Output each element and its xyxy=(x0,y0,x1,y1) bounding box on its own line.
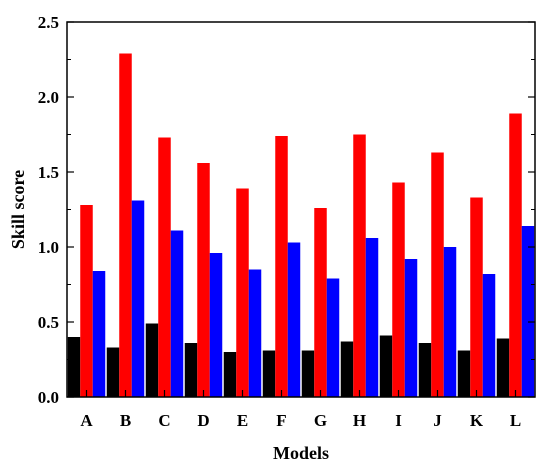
bar-B-series-3 xyxy=(131,200,145,397)
x-axis-ticks: A B C D E F G H I J K L xyxy=(80,390,521,430)
x-tick-label-G: G xyxy=(314,411,327,430)
bar-E-series-3 xyxy=(248,269,262,397)
bar-A-series-3 xyxy=(92,271,106,397)
x-tick-label-K: K xyxy=(470,411,484,430)
bar-A-series-2 xyxy=(80,205,93,397)
bar-L-series-3 xyxy=(521,226,535,397)
x-tick-label-I: I xyxy=(395,411,402,430)
bar-D-series-1 xyxy=(184,343,198,397)
bar-K-series-3 xyxy=(482,274,496,397)
bar-C-series-3 xyxy=(170,230,184,397)
bar-L-series-2 xyxy=(509,113,522,397)
y-tick-label: 1.0 xyxy=(38,238,59,257)
x-tick-label-H: H xyxy=(353,411,366,430)
bar-F-series-2 xyxy=(275,136,288,397)
x-tick-label-B: B xyxy=(120,411,131,430)
bar-H-series-2 xyxy=(353,134,366,397)
bar-B-series-1 xyxy=(106,347,120,397)
bar-G-series-2 xyxy=(314,208,327,397)
x-tick-label-J: J xyxy=(433,411,442,430)
bar-G-series-1 xyxy=(301,350,315,397)
x-axis-title: Models xyxy=(273,443,329,463)
bar-F-series-3 xyxy=(287,242,301,397)
bar-E-series-2 xyxy=(236,188,249,397)
bar-J-series-2 xyxy=(431,152,444,397)
x-tick-label-F: F xyxy=(276,411,286,430)
bar-C-series-1 xyxy=(145,323,159,397)
bar-H-series-1 xyxy=(340,341,354,397)
bar-I-series-1 xyxy=(379,335,393,397)
bar-I-series-3 xyxy=(404,259,418,397)
bar-C-series-2 xyxy=(158,137,171,397)
bar-F-series-1 xyxy=(262,350,276,397)
bar-I-series-2 xyxy=(392,182,405,397)
x-tick-label-E: E xyxy=(237,411,248,430)
y-tick-label: 0.0 xyxy=(38,388,59,407)
bar-K-series-2 xyxy=(470,197,483,397)
bar-D-series-2 xyxy=(197,163,210,397)
y-axis-ticks: 0.0 0.5 1.0 1.5 2.0 2.5 xyxy=(38,13,535,407)
y-tick-label: 2.5 xyxy=(38,13,59,32)
bar-L-series-1 xyxy=(496,338,510,397)
y-axis-title: Skill score xyxy=(8,170,28,249)
bar-B-series-2 xyxy=(119,53,132,397)
y-tick-label: 2.0 xyxy=(38,88,59,107)
bar-H-series-3 xyxy=(365,238,379,397)
x-tick-label-D: D xyxy=(197,411,209,430)
bar-K-series-1 xyxy=(457,350,471,397)
y-tick-label: 1.5 xyxy=(38,163,59,182)
bars-group xyxy=(67,53,535,397)
x-tick-label-A: A xyxy=(80,411,93,430)
bar-A-series-1 xyxy=(67,337,81,397)
bar-J-series-1 xyxy=(418,343,432,397)
bar-E-series-1 xyxy=(223,352,237,397)
x-tick-label-L: L xyxy=(510,411,521,430)
y-tick-label: 0.5 xyxy=(38,313,59,332)
bar-G-series-3 xyxy=(326,278,340,397)
bar-D-series-3 xyxy=(209,253,223,397)
x-tick-label-C: C xyxy=(158,411,170,430)
bar-J-series-3 xyxy=(443,247,457,397)
